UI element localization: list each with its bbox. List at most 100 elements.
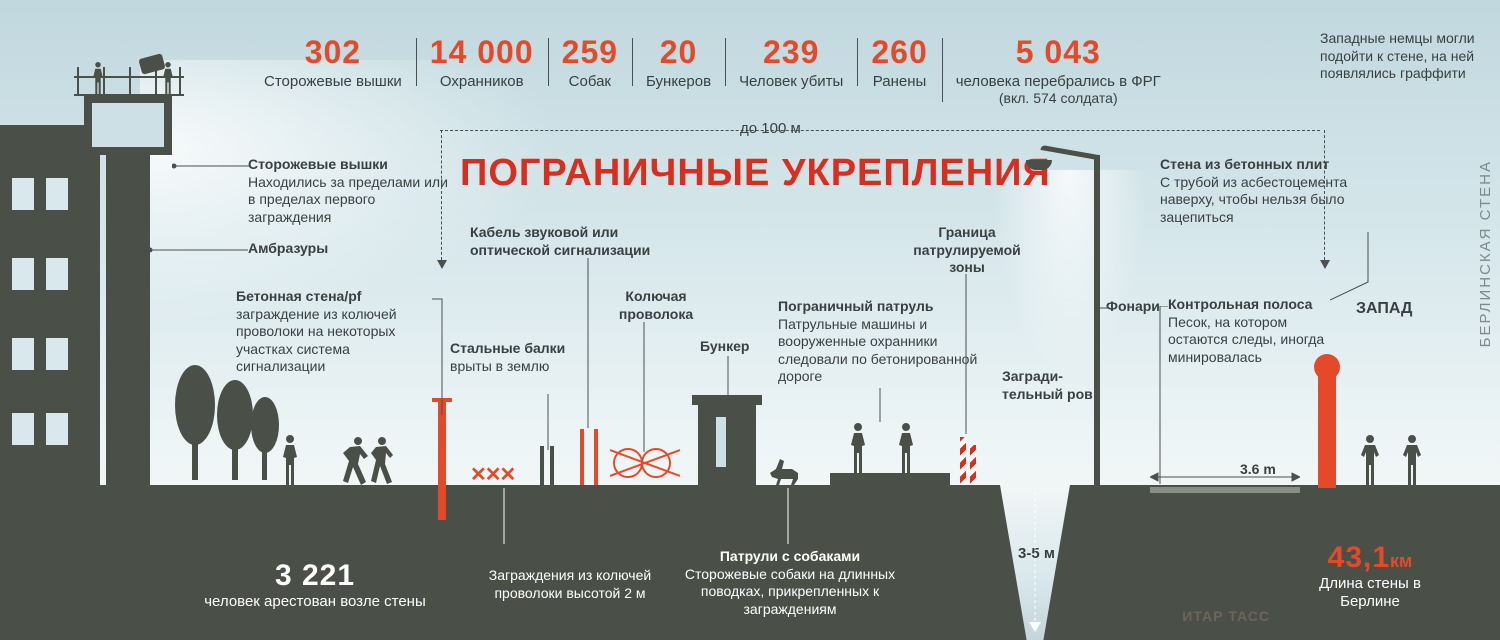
- lead-concrete: [1330, 232, 1370, 302]
- stat-label: Собак: [562, 73, 618, 90]
- lead-fence-note: [500, 488, 508, 544]
- lead-zone: [962, 274, 970, 434]
- annot-inner-wall: Бетонная стена/pfзаграждение из колючей …: [236, 288, 436, 376]
- lead-beams: [544, 394, 552, 450]
- watchtower-shaft: [106, 155, 150, 485]
- stat-label: Ранены: [871, 73, 927, 90]
- stat-label: Человек убиты: [739, 73, 843, 90]
- tank-trap-icon: ✕✕✕: [470, 462, 514, 487]
- running-silhouette: [368, 435, 388, 485]
- building-window: [12, 258, 34, 290]
- steel-beam: [540, 446, 544, 492]
- lead-embrasure: [148, 246, 248, 254]
- stat-label: человека перебрались в ФРГ: [956, 73, 1161, 90]
- stat-num: 20: [646, 34, 711, 71]
- stat-dogs: 259 Собак: [548, 34, 632, 90]
- guard-silhouette: [896, 423, 916, 473]
- sand-measure-line: [1150, 470, 1300, 484]
- zone-marker-pole: [960, 437, 966, 485]
- bottom-stat-length: 43,1км Длина стены в Берлине: [1290, 541, 1450, 613]
- building-window: [12, 413, 34, 445]
- guard-dog-icon: [768, 455, 804, 485]
- guard-silhouette: [848, 423, 868, 473]
- stat-num: 302: [264, 34, 402, 71]
- steel-beam: [550, 446, 554, 492]
- annot-embrasure: Амбразуры: [248, 240, 328, 258]
- stat-label: Охранников: [430, 73, 534, 90]
- credit-source: ИТАР ТАСС: [1182, 608, 1270, 624]
- civilian-silhouette: [1360, 435, 1380, 485]
- watchtower-cabin: [84, 95, 172, 155]
- bottom-label: Длина стены в Берлине: [1290, 575, 1450, 613]
- stat-num: 239: [739, 34, 843, 71]
- annot-barbed: Колючая проволока: [596, 288, 716, 323]
- west-label: ЗАПАД: [1356, 300, 1412, 318]
- stat-num: 5 043: [956, 34, 1161, 71]
- building-window: [46, 413, 68, 445]
- trees-icon: [170, 360, 280, 485]
- annot-fence-note: Заграждения из колючей проволоки высотой…: [460, 567, 680, 602]
- annot-sand: Контрольная полосаПесок, на котором оста…: [1168, 296, 1338, 366]
- stat-num: 259: [562, 34, 618, 71]
- berlin-wall-west: [1318, 358, 1336, 488]
- annot-patrol: Пограничный патрульПатрульные машины и в…: [778, 298, 988, 386]
- annot-lamps: Фонари: [1106, 298, 1160, 316]
- lead-bunker: [724, 356, 732, 402]
- ditch-depth-line: [1020, 492, 1050, 622]
- stat-sublabel: (вкл. 574 солдата): [956, 90, 1161, 106]
- soldier-silhouette: [280, 435, 300, 485]
- range-indicator: [440, 130, 1320, 131]
- lamp-glow: [960, 170, 1180, 510]
- stat-killed: 239 Человек убиты: [725, 34, 857, 90]
- patrol-road: [830, 473, 950, 485]
- stat-label: Бункеров: [646, 73, 711, 90]
- west-side-note: Западные немцы могли подойти к стене, на…: [1320, 30, 1480, 83]
- building-window: [46, 258, 68, 290]
- range-arrow-left: [437, 260, 447, 269]
- range-arrow-right: [1320, 260, 1330, 269]
- building-window: [46, 338, 68, 370]
- vertical-wall-label: БЕРЛИНСКАЯ СТЕНА: [1477, 160, 1494, 347]
- annot-tower: Сторожевые вышкиНаходились за пределами …: [248, 156, 448, 226]
- annot-zone: Граница патрулируемой зоны: [902, 224, 1032, 277]
- stat-num: 260: [871, 34, 927, 71]
- annot-cable: Кабель звуковой или оптической сигнализа…: [470, 224, 680, 259]
- main-title: ПОГРАНИЧНЫЕ УКРЕПЛЕНИЯ: [460, 152, 1051, 195]
- bottom-num-wrap: 43,1км: [1290, 541, 1450, 575]
- lead-inner-wall: [432, 296, 452, 416]
- building-window: [12, 178, 34, 210]
- signal-fence: [580, 429, 584, 485]
- stat-bunkers: 20 Бункеров: [632, 34, 725, 90]
- annot-beams: Стальные балкиврыты в землю: [450, 340, 570, 375]
- stat-guards: 14 000 Охранников: [416, 34, 548, 90]
- annot-bunker: Бункер: [700, 338, 749, 356]
- lead-dogs-note: [784, 488, 792, 544]
- range-label: до 100 м: [740, 120, 801, 137]
- lead-barbed: [640, 322, 648, 452]
- control-strip: [1150, 487, 1300, 493]
- annot-dogs-note: Патрули с собакамиСторожевые собаки на д…: [660, 548, 920, 618]
- annot-ditch: Загради­тельный ров: [1002, 368, 1102, 403]
- building-window: [12, 338, 34, 370]
- lead-patrol: [876, 388, 884, 422]
- bottom-num: 3 221: [200, 559, 430, 593]
- berlin-wall-infographic: 302 Сторожевые вышки 14 000 Охранников 2…: [0, 0, 1500, 640]
- bottom-stat-arrests: 3 221 человек арестован возле стены: [200, 559, 430, 612]
- stat-towers: 302 Сторожевые вышки: [250, 34, 416, 90]
- bottom-label: человек арестован возле стены: [200, 593, 430, 612]
- stat-num: 14 000: [430, 34, 534, 71]
- annot-concrete: Стена из бетонных плитС трубой из асбест…: [1160, 156, 1370, 226]
- stat-escaped: 5 043 человека перебрались в ФРГ (вкл. 5…: [942, 34, 1175, 106]
- inner-wall: [438, 400, 446, 520]
- lead-lamps: [1098, 304, 1110, 312]
- civilian-silhouette: [1402, 435, 1422, 485]
- lamp-post: [1094, 155, 1100, 485]
- building-window: [46, 178, 68, 210]
- signal-fence: [594, 429, 598, 485]
- guard-silhouette: [160, 62, 180, 96]
- lead-tower: [172, 162, 250, 170]
- stats-row: 302 Сторожевые вышки 14 000 Охранников 2…: [250, 34, 1470, 106]
- lead-sand: [1158, 306, 1170, 486]
- guard-silhouette: [90, 62, 110, 96]
- ditch-arrow-icon: [1029, 622, 1041, 632]
